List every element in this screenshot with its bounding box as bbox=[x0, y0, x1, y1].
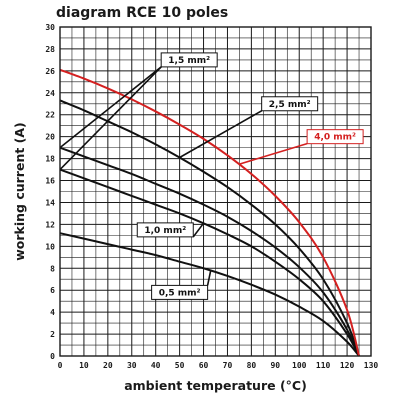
x-tick-label: 110 bbox=[316, 361, 331, 370]
label-text: 4,0 mm² bbox=[314, 133, 356, 143]
label-text: 2,5 mm² bbox=[269, 100, 311, 110]
y-tick-label: 12 bbox=[45, 220, 55, 229]
y-tick-label: 26 bbox=[45, 67, 55, 76]
y-tick-label: 24 bbox=[45, 89, 55, 98]
x-tick-label: 120 bbox=[340, 361, 355, 370]
label-leader-line bbox=[239, 142, 308, 165]
label-box bbox=[306, 129, 364, 145]
y-tick-label: 6 bbox=[50, 286, 55, 295]
label-leader-line bbox=[59, 66, 162, 171]
x-tick-label: 70 bbox=[223, 361, 233, 370]
x-tick-labels: 0 10 20 30 40 50 60 70 80 90 100 110 120 130 bbox=[58, 361, 379, 370]
y-tick-label: 14 bbox=[45, 198, 55, 207]
series-lines bbox=[59, 68, 361, 357]
series-label-1-5-mm: 1,5 mm² bbox=[59, 52, 218, 171]
series-labels: 1,5 mm² 2,5 mm² 4,0 mm² 1,0 mm² 0,5 mm² bbox=[59, 52, 364, 300]
x-tick-label: 20 bbox=[103, 361, 113, 370]
label-box bbox=[261, 96, 319, 112]
plot-frame bbox=[59, 26, 372, 357]
x-tick-label: 0 bbox=[58, 361, 63, 370]
y-tick-label: 2 bbox=[50, 330, 55, 339]
y-tick-label: 4 bbox=[50, 308, 55, 317]
y-tick-label: 22 bbox=[45, 111, 55, 120]
x-axis-label: ambient temperature (°C) bbox=[124, 378, 307, 393]
series-line-4-0-mm bbox=[59, 68, 361, 357]
y-tick-label: 16 bbox=[45, 177, 55, 186]
label-leader-line bbox=[192, 222, 205, 238]
y-tick-label: 18 bbox=[45, 155, 55, 164]
series-line-1-5-mm bbox=[59, 146, 360, 357]
x-tick-label: 90 bbox=[270, 361, 280, 370]
series-label-2-5-mm: 2,5 mm² bbox=[179, 96, 319, 159]
x-tick-label: 130 bbox=[364, 361, 379, 370]
label-leader-line bbox=[59, 66, 162, 149]
x-tick-label: 80 bbox=[247, 361, 257, 370]
y-tick-label: 8 bbox=[50, 264, 55, 273]
series-label-0-5-mm: 0,5 mm² bbox=[151, 270, 212, 300]
series-line-1-0-mm bbox=[59, 168, 360, 357]
x-tick-label: 10 bbox=[79, 361, 89, 370]
grid bbox=[59, 26, 372, 357]
y-tick-label: 28 bbox=[45, 45, 55, 54]
y-tick-label: 20 bbox=[45, 133, 55, 142]
label-text: 0,5 mm² bbox=[159, 288, 201, 298]
y-tick-label: 10 bbox=[45, 242, 55, 251]
series-line-0-5-mm bbox=[59, 232, 360, 357]
series-label-1-0-mm: 1,0 mm² bbox=[136, 222, 205, 238]
x-tick-label: 60 bbox=[199, 361, 209, 370]
label-leader-line bbox=[206, 270, 212, 286]
label-leader-line bbox=[179, 110, 263, 159]
y-axis-label: working current (A) bbox=[12, 122, 27, 261]
label-box bbox=[160, 52, 218, 68]
label-text: 1,5 mm² bbox=[168, 56, 210, 66]
chart-title: diagram RCE 10 poles bbox=[56, 5, 228, 21]
x-tick-label: 30 bbox=[127, 361, 137, 370]
label-box bbox=[136, 222, 194, 238]
series-line-2-5-mm bbox=[59, 99, 360, 357]
label-text: 1,0 mm² bbox=[144, 226, 186, 236]
x-tick-label: 100 bbox=[292, 361, 307, 370]
series-label-4-0-mm: 4,0 mm² bbox=[239, 129, 364, 165]
y-tick-label: 30 bbox=[45, 23, 55, 32]
x-tick-label: 50 bbox=[175, 361, 185, 370]
label-box bbox=[151, 284, 209, 300]
x-tick-label: 40 bbox=[151, 361, 161, 370]
y-tick-label: 0 bbox=[50, 352, 55, 361]
